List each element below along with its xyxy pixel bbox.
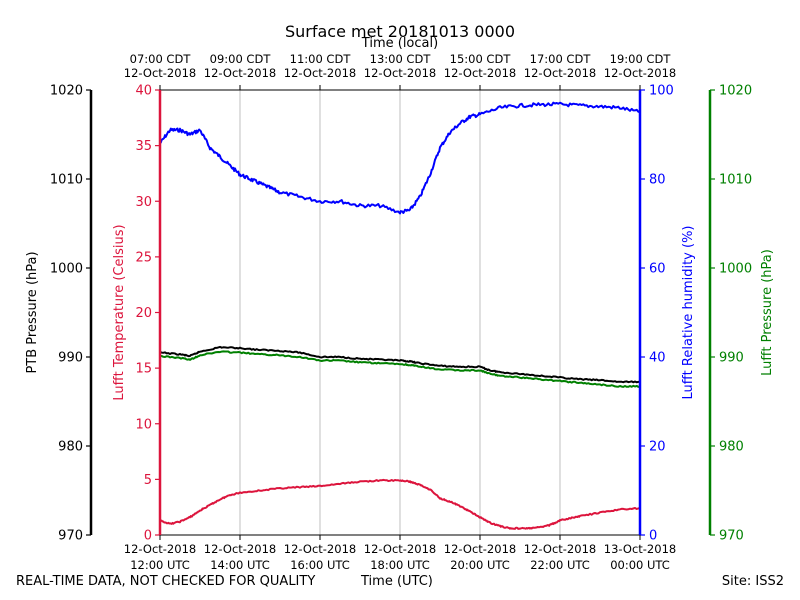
temp-tick-label: 0	[144, 529, 152, 544]
x-top-date-label: 12-Oct-2018	[444, 66, 516, 80]
ptb-tick-label: 990	[58, 351, 83, 366]
x-bottom-time-label: 00:00 UTC	[610, 558, 670, 572]
x-bottom-time-label: 12:00 UTC	[130, 558, 190, 572]
x-top-time-label: 07:00 CDT	[130, 52, 192, 66]
temp-tick-label: 20	[135, 306, 152, 321]
temp-tick-label: 25	[135, 250, 152, 265]
series-lp-line	[159, 350, 641, 388]
x-axis-label: Time (UTC)	[361, 574, 433, 589]
x-bottom-date-label: 12-Oct-2018	[524, 542, 596, 556]
ptb-tick-label: 1000	[50, 262, 83, 277]
x-top-date-label: 12-Oct-2018	[204, 66, 276, 80]
x-bottom-date-label: 12-Oct-2018	[124, 542, 196, 556]
x-top-time-label: 15:00 CDT	[450, 52, 512, 66]
temp-tick-label: 10	[135, 417, 152, 432]
lp-tick-label: 1000	[719, 262, 752, 277]
ptb-tick-label: 1010	[50, 173, 83, 188]
x-ticks-layer: 12-Oct-2018 12:00 UTC 12-Oct-2018 14:00 UTC…	[124, 52, 676, 572]
x-bottom-date-label: 12-Oct-2018	[204, 542, 276, 556]
rh-tick-label: 20	[649, 440, 666, 455]
series-rh-line	[159, 101, 641, 215]
rh-tick-label: 40	[649, 351, 666, 366]
x-top-time-label: 09:00 CDT	[210, 52, 272, 66]
x-bottom-date-label: 13-Oct-2018	[604, 542, 676, 556]
rh-tick-label: 0	[649, 529, 657, 544]
rh-axis-label: Lufft Relative humidity (%)	[681, 225, 696, 399]
quality-warning: REAL-TIME DATA, NOT CHECKED FOR QUALITY	[16, 574, 316, 589]
ptb-tick-label: 970	[58, 529, 83, 544]
x-top-date-label: 12-Oct-2018	[604, 66, 676, 80]
x-bottom-time-label: 22:00 UTC	[530, 558, 590, 572]
temp-tick-label: 40	[135, 84, 152, 99]
rh-tick-label: 100	[649, 84, 674, 99]
x-bottom-time-label: 14:00 UTC	[210, 558, 270, 572]
chart-title: Surface met 20181013 0000	[285, 22, 515, 41]
site-label: Site: ISS2	[721, 574, 784, 589]
x-top-time-label: 19:00 CDT	[610, 52, 672, 66]
temp-tick-label: 5	[144, 473, 152, 488]
x-top-date-label: 12-Oct-2018	[124, 66, 196, 80]
rh-tick-label: 80	[649, 173, 666, 188]
x-top-time-label: 11:00 CDT	[290, 52, 352, 66]
x-bottom-time-label: 18:00 UTC	[370, 558, 430, 572]
x-top-time-label: 13:00 CDT	[370, 52, 432, 66]
lp-tick-label: 980	[719, 440, 744, 455]
gridlines	[239, 90, 561, 535]
x-bottom-date-label: 12-Oct-2018	[444, 542, 516, 556]
temp-tick-label: 35	[135, 139, 152, 154]
series-ptb-line	[159, 345, 640, 384]
lp-tick-label: 1020	[719, 84, 752, 99]
x-bottom-time-label: 16:00 UTC	[290, 558, 350, 572]
temp-tick-label: 30	[135, 195, 152, 210]
ptb-axis-label: PTB Pressure (hPa)	[25, 251, 40, 373]
x-top-date-label: 12-Oct-2018	[524, 66, 596, 80]
x-top-time-label: 17:00 CDT	[530, 52, 592, 66]
temp-axis-label: Lufft Temperature (Celsius)	[112, 224, 127, 400]
temp-tick-label: 15	[135, 362, 152, 377]
x-bottom-date-label: 12-Oct-2018	[284, 542, 356, 556]
ptb-tick-label: 980	[58, 440, 83, 455]
ptb-tick-label: 1020	[50, 84, 83, 99]
lp-tick-label: 990	[719, 351, 744, 366]
x-bottom-time-label: 20:00 UTC	[450, 558, 510, 572]
x-top-date-label: 12-Oct-2018	[284, 66, 356, 80]
rh-tick-label: 60	[649, 262, 666, 277]
lp-axis-label: Lufft Pressure (hPa)	[760, 249, 775, 376]
x-bottom-date-label: 12-Oct-2018	[364, 542, 436, 556]
series-layer	[159, 101, 641, 530]
lp-tick-label: 1010	[719, 173, 752, 188]
top-axis-label: Time (local)	[361, 36, 438, 51]
x-top-date-label: 12-Oct-2018	[364, 66, 436, 80]
lp-tick-label: 970	[719, 529, 744, 544]
series-temp-line	[159, 478, 641, 530]
